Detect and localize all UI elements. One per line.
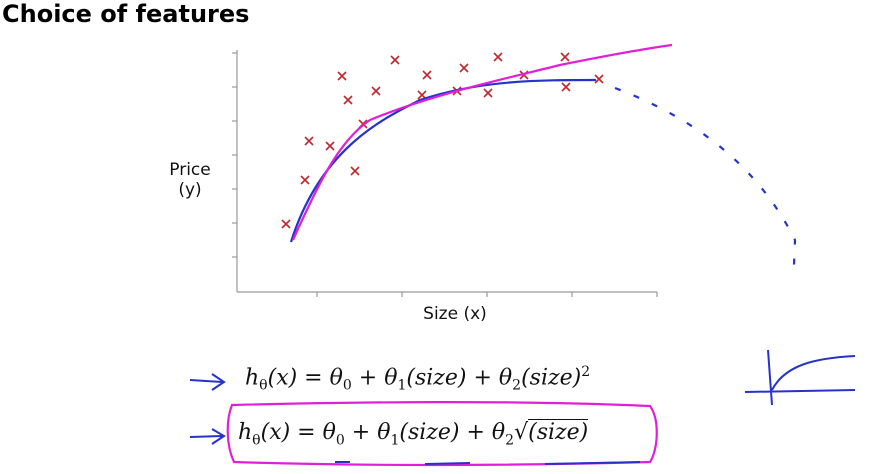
cross-marker — [337, 71, 347, 81]
formula-part: h — [245, 365, 260, 391]
cross-marker — [371, 86, 381, 96]
formula-sub: 1 — [397, 377, 407, 394]
cross-marker — [483, 88, 493, 98]
formula-part: (size) — [521, 365, 582, 391]
formula-sub: 2 — [505, 432, 515, 449]
underline — [335, 461, 641, 465]
cross-marker — [390, 55, 400, 65]
cross-marker — [561, 82, 571, 92]
formula: hθ(x) = θ0 + θ1(size) + θ2√(size) — [238, 419, 589, 449]
cross-marker — [300, 175, 310, 185]
cross-marker — [281, 219, 291, 229]
quadratic-fit — [289, 78, 597, 243]
sqrt-fit — [291, 43, 673, 241]
highlight-box — [226, 401, 658, 467]
formula-part: (size) + θ — [399, 420, 506, 445]
data-points — [281, 52, 604, 229]
sketch — [744, 349, 856, 406]
quadratic-extension — [614, 86, 797, 266]
formula-sub: 0 — [342, 377, 352, 394]
arrow — [189, 373, 226, 391]
formula-sub: 2 — [512, 377, 522, 394]
formula-radical: √ — [514, 420, 529, 445]
axes — [232, 50, 658, 297]
formula-part: (size) — [528, 419, 589, 445]
formula-part: (size) + θ — [406, 365, 513, 391]
y-axis-label-line: Price — [169, 160, 211, 180]
formula-sub: θ — [252, 432, 261, 449]
formula: hθ(x) = θ0 + θ1(size) + θ2(size)2 — [245, 364, 590, 394]
cross-marker — [560, 52, 570, 62]
formula-sub: 0 — [335, 432, 345, 449]
formula-part: h — [238, 420, 253, 445]
cross-marker — [350, 166, 360, 176]
cross-marker — [325, 141, 335, 151]
cross-marker — [304, 136, 314, 146]
formula-sub: 1 — [390, 432, 400, 449]
formula-part: (x) = θ — [260, 420, 336, 445]
formula-sub: θ — [259, 377, 268, 394]
cross-marker — [459, 63, 469, 73]
cross-marker — [493, 52, 503, 62]
x-axis-label: Size (x) — [423, 304, 487, 324]
cross-marker — [343, 95, 353, 105]
formula-sup: 2 — [581, 364, 591, 380]
y-axis-label-line: (y) — [178, 180, 202, 200]
formula-part: + θ — [351, 365, 398, 391]
title: Choice of features — [2, 0, 250, 28]
cross-marker — [594, 74, 604, 84]
formula-part: (x) = θ — [267, 365, 343, 391]
cross-marker — [422, 70, 432, 80]
y-axis-label: Price (y) — [160, 160, 220, 200]
formula-part: + θ — [344, 420, 391, 445]
arrow — [189, 428, 226, 445]
